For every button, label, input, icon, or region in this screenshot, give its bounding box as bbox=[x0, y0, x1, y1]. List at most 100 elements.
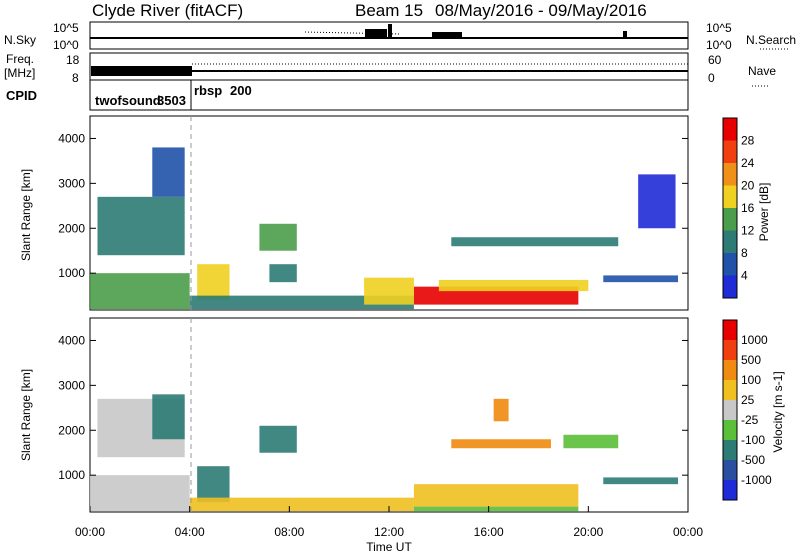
freq-tick-bottom: 8 bbox=[72, 71, 79, 85]
nsky-spike-4 bbox=[623, 31, 627, 38]
velocity-region-9 bbox=[563, 434, 619, 449]
velocity-colorbar-swatch-7 bbox=[723, 340, 737, 360]
power-region-4 bbox=[259, 223, 297, 251]
velocity-colorbar-tick-6: -500 bbox=[741, 453, 765, 467]
nsky-spike-1 bbox=[365, 29, 387, 38]
velocity-region-7 bbox=[413, 506, 579, 512]
velocity-colorbar-swatch-3 bbox=[723, 420, 737, 440]
velocity-xlabel: Time UT bbox=[366, 540, 412, 554]
freq-label: Freq. bbox=[6, 52, 34, 66]
velocity-colorbar-label: Velocity [m s-1] bbox=[771, 371, 785, 452]
date-range-title: 08/May/2016 - 09/May/2016 bbox=[435, 1, 647, 20]
power-ytick-label-3000: 3000 bbox=[58, 176, 85, 190]
velocity-ylabel: Slant Range [km] bbox=[19, 369, 33, 461]
velocity-colorbar-swatch-8 bbox=[723, 320, 737, 340]
cpid-panel bbox=[89, 79, 689, 111]
nsky-panel bbox=[89, 21, 689, 50]
velocity-colorbar-swatch-2 bbox=[723, 440, 737, 460]
power-panel: 1000 2000 3000 4000 Slant Range [km] 4 8 12 16… bbox=[19, 115, 771, 311]
power-region-5 bbox=[269, 264, 297, 283]
power-colorbar: 4 8 12 16 20 24 28 bbox=[722, 117, 755, 299]
power-colorbar-frame bbox=[722, 117, 738, 299]
velocity-xtick-label-5: 20:00 bbox=[573, 525, 603, 539]
power-region-10 bbox=[451, 237, 619, 247]
velocity-colorbar-tick-3: 25 bbox=[741, 393, 755, 407]
power-ytick-label-4000: 4000 bbox=[58, 131, 85, 145]
velocity-colorbar-swatch-0 bbox=[723, 480, 737, 500]
velocity-colorbar-swatch-5 bbox=[723, 380, 737, 400]
velocity-colorbar-swatch-1 bbox=[723, 460, 737, 480]
power-colorbar-swatch-3 bbox=[723, 208, 737, 231]
nsky-tick-bottom-left: 10^0 bbox=[53, 38, 79, 52]
power-region-12 bbox=[638, 174, 676, 229]
power-colorbar-label: Power [dB] bbox=[757, 183, 771, 242]
station-title: Clyde River (fitACF) bbox=[92, 1, 243, 20]
velocity-y-axis: 1000 2000 3000 4000 bbox=[58, 333, 688, 482]
velocity-region-5 bbox=[189, 497, 414, 512]
nsky-spike-2 bbox=[388, 24, 392, 38]
velocity-regions bbox=[90, 394, 679, 512]
velocity-plot-area bbox=[89, 317, 689, 513]
velocity-panel: 1000 2000 3000 4000 Slant Range [km] 1000 50… bbox=[19, 317, 785, 554]
velocity-xtick-label-0: 00:00 bbox=[75, 525, 105, 539]
cpid-mode-2-id: 200 bbox=[230, 83, 252, 98]
beam-title: Beam 15 bbox=[355, 1, 423, 20]
velocity-colorbar: 1000 500 100 25 -25 -100 -500 -1000 bbox=[722, 319, 772, 501]
power-region-1 bbox=[97, 196, 185, 256]
velocity-colorbar-swatch-4 bbox=[723, 400, 737, 420]
power-colorbar-swatch-6 bbox=[723, 140, 737, 163]
velocity-region-0 bbox=[90, 475, 190, 512]
power-colorbar-swatch-4 bbox=[723, 185, 737, 208]
power-region-3 bbox=[197, 264, 230, 301]
nsky-spike-3 bbox=[432, 32, 462, 38]
power-region-0 bbox=[90, 273, 190, 310]
velocity-region-8 bbox=[451, 439, 551, 449]
nsky-tick-top-left: 10^5 bbox=[53, 21, 79, 35]
power-colorbar-tick-3: 16 bbox=[741, 201, 755, 215]
velocity-colorbar-tick-4: -25 bbox=[741, 413, 759, 427]
power-colorbar-tick-6: 28 bbox=[741, 134, 755, 148]
power-colorbar-swatch-1 bbox=[723, 253, 737, 276]
power-region-9 bbox=[438, 279, 589, 292]
velocity-colorbar-tick-2: 100 bbox=[741, 373, 761, 387]
velocity-region-10 bbox=[603, 477, 679, 485]
power-ylabel: Slant Range [km] bbox=[19, 169, 33, 261]
power-colorbar-swatch-5 bbox=[723, 163, 737, 186]
velocity-xtick-label-1: 04:00 bbox=[175, 525, 205, 539]
power-colorbar-swatch-7 bbox=[723, 118, 737, 141]
velocity-xtick-label-6: 00:00 bbox=[673, 525, 703, 539]
power-colorbar-swatch-0 bbox=[723, 275, 737, 298]
velocity-region-3 bbox=[197, 466, 230, 503]
velocity-colorbar-tick-5: -100 bbox=[741, 433, 765, 447]
nsky-tick-bottom-right: 10^0 bbox=[706, 38, 732, 52]
velocity-ytick-label-2000: 2000 bbox=[58, 423, 85, 437]
power-colorbar-tick-1: 8 bbox=[741, 246, 748, 260]
velocity-region-2 bbox=[152, 394, 185, 440]
power-ytick-label-1000: 1000 bbox=[58, 266, 85, 280]
velocity-colorbar-tick-7: -1000 bbox=[741, 473, 772, 487]
velocity-region-11 bbox=[493, 398, 509, 422]
freq-unit: [MHz] bbox=[4, 66, 35, 80]
power-region-11 bbox=[603, 275, 679, 283]
velocity-colorbar-tick-0: 1000 bbox=[741, 333, 768, 347]
velocity-region-4 bbox=[259, 425, 297, 453]
power-colorbar-tick-5: 24 bbox=[741, 156, 755, 170]
power-ytick-label-2000: 2000 bbox=[58, 221, 85, 235]
velocity-xtick-label-2: 08:00 bbox=[274, 525, 304, 539]
power-colorbar-tick-0: 4 bbox=[741, 269, 748, 283]
velocity-xtick-label-4: 16:00 bbox=[474, 525, 504, 539]
nsky-tick-top-right: 10^5 bbox=[706, 21, 732, 35]
velocity-ytick-label-4000: 4000 bbox=[58, 333, 85, 347]
nsky-label: N.Sky bbox=[4, 33, 36, 47]
velocity-x-axis: 00:00 04:00 08:00 12:00 16:00 20:00 00:00 bbox=[75, 506, 703, 539]
power-regions bbox=[90, 147, 679, 310]
nave-tick-top: 60 bbox=[708, 53, 722, 67]
power-region-7 bbox=[413, 286, 579, 305]
velocity-ytick-label-1000: 1000 bbox=[58, 468, 85, 482]
nave-label: Nave bbox=[748, 64, 776, 78]
power-region-2 bbox=[152, 147, 185, 197]
power-colorbar-tick-4: 20 bbox=[741, 179, 755, 193]
cpid-mode-2-name: rbsp bbox=[194, 83, 222, 98]
velocity-colorbar-frame bbox=[722, 319, 738, 501]
